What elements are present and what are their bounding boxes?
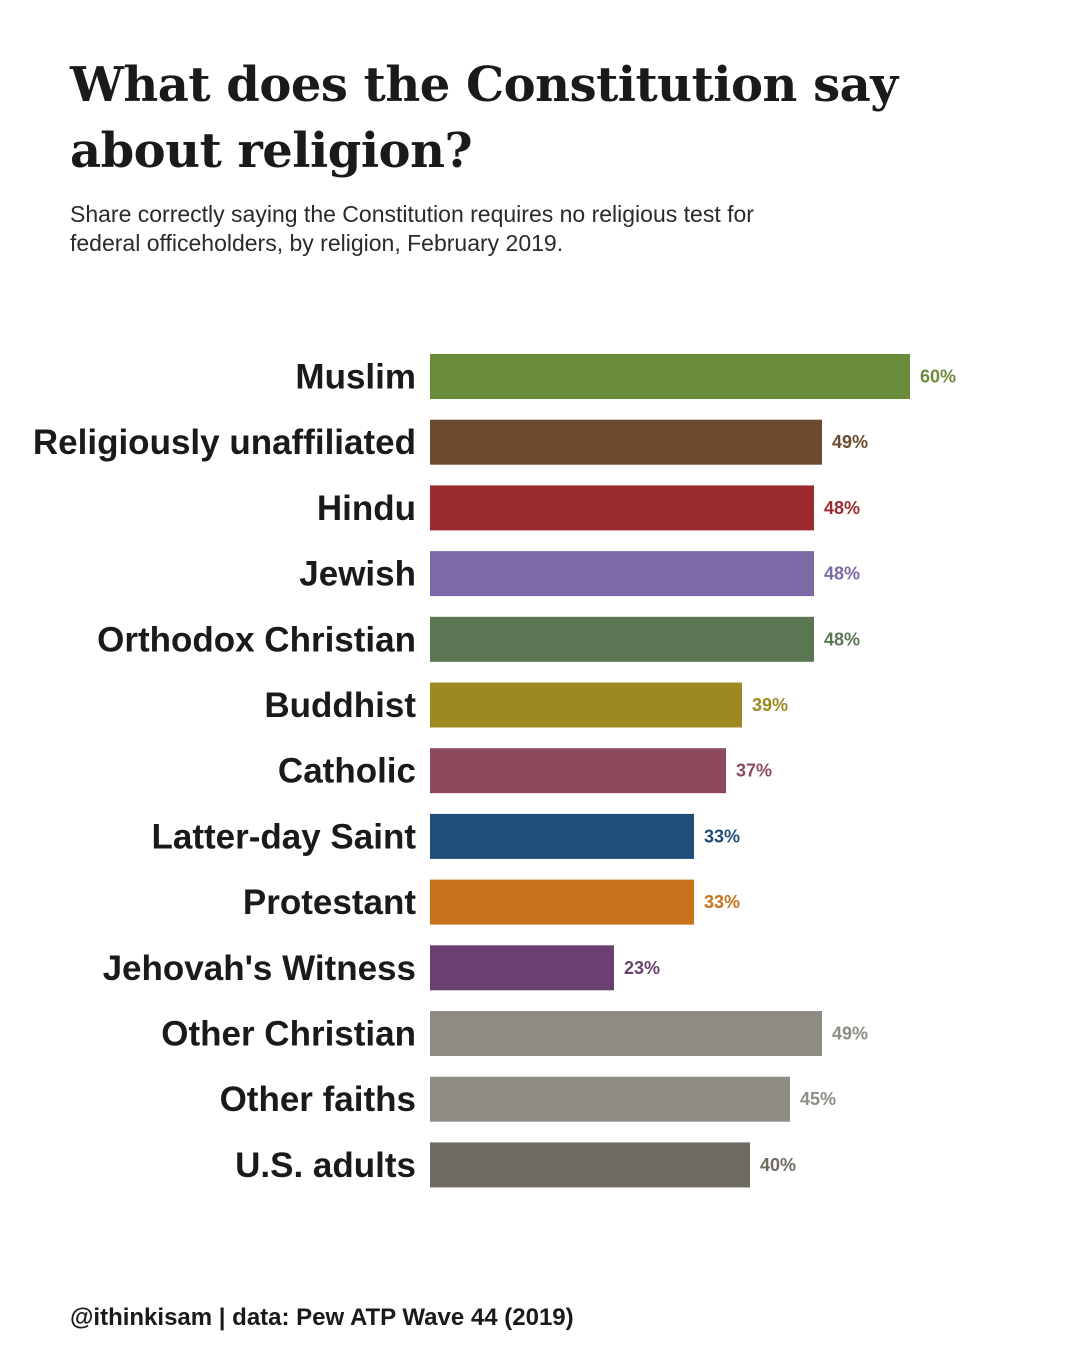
- bar-row-other-faiths: Other faiths 45%: [220, 1076, 836, 1122]
- value-label: 33%: [704, 892, 740, 912]
- category-label: U.S. adults: [235, 1146, 416, 1185]
- category-label: Buddhist: [264, 686, 416, 725]
- bar-jewish: [430, 551, 814, 597]
- bar-jehovah-s-witness: [430, 945, 614, 991]
- category-label: Orthodox Christian: [97, 620, 416, 659]
- category-label: Jehovah's Witness: [103, 949, 416, 988]
- value-label: 33%: [704, 826, 740, 846]
- bar-latter-day-saint: [430, 813, 694, 859]
- value-label: 45%: [800, 1089, 836, 1109]
- bar-row-orthodox-christian: Orthodox Christian 48%: [97, 616, 860, 662]
- value-label: 48%: [824, 498, 860, 518]
- bar-row-protestant: Protestant 33%: [243, 879, 740, 925]
- bar-buddhist: [430, 682, 742, 728]
- chart-title: What does the Constitution say about rel…: [70, 57, 898, 179]
- bar-row-jehovah-s-witness: Jehovah's Witness 23%: [103, 945, 660, 991]
- category-label: Religiously unaffiliated: [33, 423, 416, 462]
- bar-row-other-christian: Other Christian 49%: [161, 1011, 868, 1056]
- category-label: Catholic: [278, 752, 416, 791]
- bar-row-u-s-adults: U.S. adults 40%: [235, 1142, 796, 1188]
- category-label: Muslim: [295, 358, 416, 397]
- bar-row-muslim: Muslim 60%: [295, 354, 956, 399]
- chart-subtitle: Share correctly saying the Constitution …: [70, 201, 754, 256]
- category-label: Other faiths: [220, 1080, 416, 1119]
- value-label: 39%: [752, 695, 788, 715]
- value-label: 49%: [832, 1024, 868, 1044]
- value-label: 48%: [824, 564, 860, 584]
- bar-u-s-adults: [430, 1142, 750, 1188]
- bar-religiously-unaffiliated: [430, 419, 822, 465]
- value-label: 40%: [760, 1155, 796, 1175]
- bar-row-catholic: Catholic 37%: [278, 748, 772, 794]
- value-label: 60%: [920, 367, 956, 387]
- bar-orthodox-christian: [430, 616, 814, 662]
- value-label: 48%: [824, 629, 860, 649]
- bar-row-religiously-unaffiliated: Religiously unaffiliated 49%: [33, 419, 868, 465]
- bar-protestant: [430, 879, 694, 925]
- bar-row-latter-day-saint: Latter-day Saint 33%: [152, 813, 740, 859]
- bar-row-buddhist: Buddhist 39%: [264, 682, 788, 728]
- bar-catholic: [430, 748, 726, 794]
- value-label: 37%: [736, 761, 772, 781]
- bar-other-christian: [430, 1011, 822, 1056]
- bar-row-hindu: Hindu 48%: [317, 485, 860, 531]
- value-label: 49%: [832, 432, 868, 452]
- source-caption: @ithinkisam | data: Pew ATP Wave 44 (201…: [70, 1304, 574, 1331]
- bar-row-jewish: Jewish 48%: [299, 551, 860, 597]
- bar-muslim: [430, 354, 910, 399]
- category-label: Latter-day Saint: [152, 817, 417, 856]
- category-label: Jewish: [299, 555, 416, 594]
- category-label: Hindu: [317, 489, 416, 528]
- value-label: 23%: [624, 958, 660, 978]
- bar-other-faiths: [430, 1076, 790, 1122]
- category-label: Protestant: [243, 883, 416, 922]
- category-label: Other Christian: [161, 1015, 416, 1054]
- bar-hindu: [430, 485, 814, 531]
